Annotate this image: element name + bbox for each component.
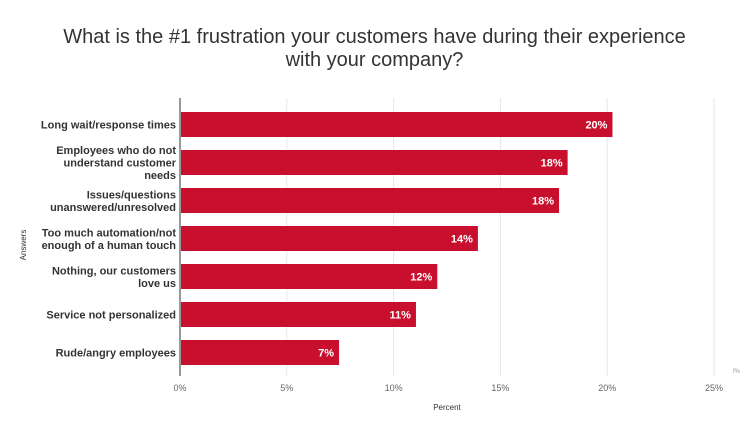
category-label: Too much automation/not enough of a human… — [42, 227, 177, 252]
category-label: Employees who do not understand customer n… — [56, 145, 177, 182]
chart-title: What is the #1 frustration your customer… — [0, 26, 749, 72]
category-label-line: Service not personalized — [46, 310, 176, 322]
category-label-line: Rude/angry employees — [56, 348, 176, 360]
chart-title-line-1: What is the #1 frustration your customer… — [63, 26, 686, 48]
bars: 20% 18% 18% 14% 12% 11% 7% — [181, 112, 613, 365]
category-label-line: Issues/questions — [87, 189, 176, 201]
corner-note: f% — [733, 369, 741, 375]
chart-title-line-2: with your company? — [285, 49, 464, 71]
bar-value-label: 14% — [451, 234, 473, 246]
bar-value-label: 12% — [410, 272, 432, 284]
x-tick-label: 25% — [705, 383, 723, 393]
category-label-line: Employees who do not — [56, 145, 176, 157]
category-label-line: Too much automation/not — [42, 227, 177, 239]
x-tick-labels: 0% 5% 10% 15% 20% 25% — [173, 383, 723, 393]
bar — [181, 150, 568, 175]
bar — [181, 264, 438, 289]
bar — [181, 302, 416, 327]
x-tick-label: 5% — [280, 383, 293, 393]
bar-value-label: 11% — [390, 310, 412, 322]
x-tick-label: 15% — [491, 383, 509, 393]
category-label: Long wait/response times — [41, 120, 176, 132]
category-label-line: enough of a human touch — [42, 240, 177, 252]
category-label: Rude/angry employees — [56, 348, 176, 360]
bar — [181, 188, 560, 213]
bar-value-label: 18% — [541, 158, 563, 170]
category-label-line: love us — [138, 278, 176, 290]
category-label-line: needs — [144, 170, 176, 182]
bar — [181, 340, 340, 365]
y-axis-title: Answers — [19, 230, 28, 261]
bar — [181, 112, 613, 137]
bar-value-label: 7% — [318, 348, 334, 360]
category-label: Service not personalized — [46, 310, 176, 322]
category-label-line: Long wait/response times — [41, 120, 176, 132]
x-tick-label: 10% — [385, 383, 403, 393]
bar-value-label: 20% — [585, 120, 607, 132]
category-label: Issues/questions unanswered/unresolved — [50, 189, 176, 214]
category-label-line: understand customer — [64, 158, 177, 170]
category-label-line: Nothing, our customers — [52, 265, 176, 277]
bar — [181, 226, 478, 251]
category-label: Nothing, our customers love us — [52, 265, 176, 290]
x-tick-label: 0% — [173, 383, 186, 393]
category-labels: Long wait/response times Employees who do… — [41, 120, 177, 360]
x-axis-title: Percent — [433, 403, 461, 412]
category-label-line: unanswered/unresolved — [50, 202, 176, 214]
bar-value-label: 18% — [532, 196, 554, 208]
x-tick-label: 20% — [598, 383, 616, 393]
